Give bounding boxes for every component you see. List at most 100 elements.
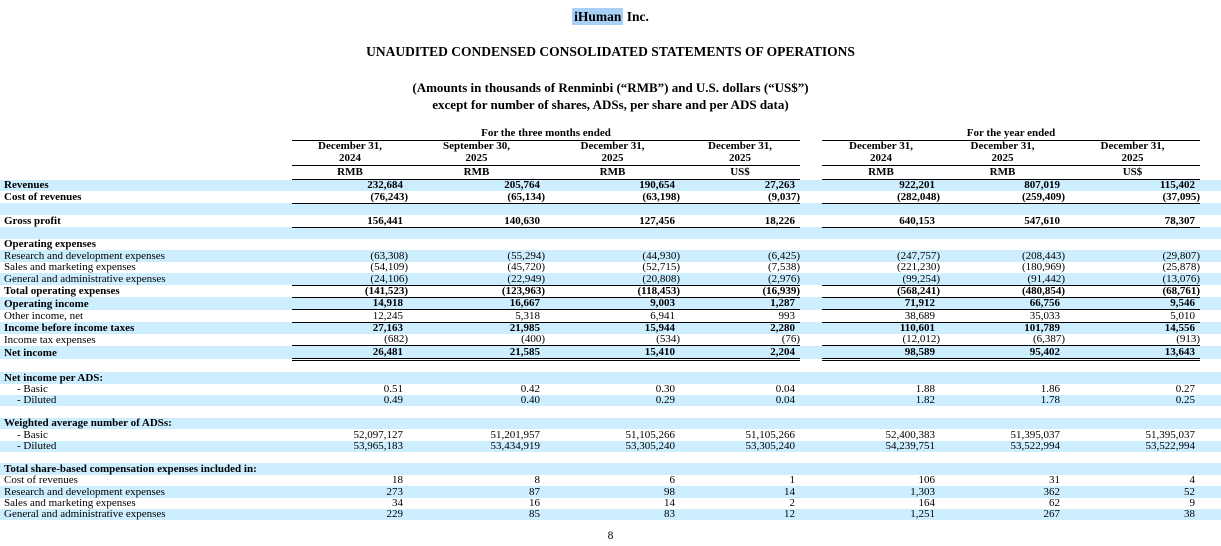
value-cell: (29,807)	[1065, 250, 1201, 262]
table-row: Weighted average number of ADSs:	[0, 417, 1221, 430]
row-label: - Diluted	[0, 395, 292, 407]
value-cell: 0.30	[655, 383, 675, 396]
value-cell: (7,538)	[767, 261, 801, 274]
value-cell	[292, 463, 408, 475]
group-gap-cell	[800, 475, 822, 486]
value-cell	[680, 372, 801, 384]
row-label: Gross profit	[4, 215, 61, 228]
value-cell	[1065, 463, 1201, 475]
value-cell: 12,245	[292, 309, 408, 323]
value-cell: 156,441	[292, 215, 408, 228]
value-cell: (9,037)	[680, 191, 801, 204]
edge-pad-cell	[1200, 334, 1221, 346]
value-cell: 53,305,240	[680, 440, 801, 452]
value-cell: 0.04	[680, 395, 801, 407]
edge-pad-cell	[1200, 508, 1221, 521]
value-cell: 922,201	[822, 179, 941, 192]
value-cell: 9,546	[1065, 297, 1201, 311]
value-cell	[545, 239, 680, 250]
row-label: Sales and marketing expenses	[4, 496, 136, 509]
value-cell: 98,589	[822, 345, 941, 361]
group-gap-cell	[800, 322, 823, 335]
edge-pad-cell	[1200, 440, 1221, 452]
value-cell: 164	[918, 496, 936, 509]
value-cell	[680, 417, 801, 430]
edge-pad-cell	[1200, 475, 1221, 486]
column-currency-header: US$	[680, 165, 801, 180]
group-gap-cell	[800, 486, 823, 498]
statement-subtitle: (Amounts in thousands of Renminbi (“RMB”…	[0, 80, 1221, 113]
row-label: Research and development expenses	[0, 486, 292, 498]
value-cell: 2,280	[680, 322, 801, 335]
value-cell: (24,106)	[292, 273, 408, 286]
edge-pad-cell	[1200, 141, 1221, 166]
edge-pad-cell	[1200, 429, 1221, 440]
value-cell	[545, 372, 680, 384]
value-cell	[292, 372, 408, 384]
group-gap-cell	[800, 508, 823, 521]
value-cell: 62	[1049, 496, 1061, 509]
value-cell: 110,601	[822, 322, 941, 335]
value-cell: 31	[1049, 474, 1061, 487]
group-gap-cell	[800, 126, 822, 141]
value-cell: 35,033	[940, 309, 1066, 323]
edge-pad-cell	[1200, 486, 1221, 498]
row-label: Research and development expenses	[0, 250, 292, 262]
edge-pad-cell	[1200, 250, 1221, 262]
value-cell: 0.51	[383, 383, 403, 396]
statement-title: UNAUDITED CONDENSED CONSOLIDATED STATEME…	[366, 44, 855, 59]
value-cell: 993	[680, 309, 801, 323]
value-cell: (76)	[680, 334, 801, 347]
value-cell: 232,684	[292, 179, 408, 192]
group-header-year: For the year ended	[822, 126, 1201, 141]
edge-pad-cell	[1200, 262, 1221, 273]
table-row: Operating income 14,918 16,667 9,003 1,287 71…	[0, 297, 1221, 311]
value-cell: 53,305,240	[545, 440, 680, 452]
value-cell	[408, 463, 545, 475]
value-cell	[292, 239, 408, 250]
value-cell: 85	[408, 509, 545, 521]
value-cell: 71,912	[822, 297, 941, 311]
value-cell: 53,434,919	[408, 440, 545, 452]
column-date-header-row: December 31, 2024 September 30, 2025 Decembe…	[0, 140, 1221, 166]
value-cell: 78,307	[1065, 215, 1201, 228]
value-cell: (52,715)	[642, 261, 680, 274]
value-cell: (91,442)	[940, 273, 1066, 286]
column-currency-header: US$	[1065, 165, 1201, 180]
group-gap-cell	[800, 463, 823, 475]
group-gap-cell	[800, 179, 823, 192]
value-cell: (6,387)	[940, 334, 1066, 347]
value-cell: (22,949)	[408, 273, 545, 286]
value-cell: 1.88	[915, 383, 936, 396]
value-cell	[1065, 372, 1201, 384]
edge-pad-cell	[1200, 191, 1221, 203]
value-cell: 5,010	[1065, 309, 1201, 323]
group-gap-cell	[800, 215, 822, 227]
value-cell: 51,105,266	[745, 428, 796, 441]
table-row: - Diluted 53,965,183 53,434,919 53,305,240 5…	[0, 440, 1221, 452]
value-cell: (12,012)	[822, 334, 941, 347]
row-label: - Basic	[17, 383, 48, 396]
edge-pad-cell	[1200, 345, 1221, 360]
group-gap-cell	[800, 262, 822, 273]
value-cell: 53,522,994	[940, 440, 1066, 452]
row-label: Income tax expenses	[4, 333, 96, 346]
value-cell	[545, 463, 680, 475]
row-label: Net income per ADS:	[0, 372, 292, 384]
value-cell: 640,153	[822, 215, 941, 228]
group-header-three-months: For the three months ended	[292, 126, 801, 141]
row-label: General and administrative expenses	[0, 273, 292, 286]
column-currency-header: RMB	[940, 165, 1066, 180]
value-cell: (25,878)	[1162, 261, 1201, 274]
value-cell	[940, 239, 1065, 250]
value-cell: 18,226	[680, 215, 801, 228]
value-cell: 127,456	[545, 215, 680, 228]
value-cell	[822, 417, 941, 430]
row-label: Operating income	[0, 297, 292, 310]
row-label: Net income	[0, 345, 292, 360]
value-cell: (99,254)	[822, 273, 941, 286]
row-label: - Diluted	[0, 440, 292, 452]
value-cell: 362	[940, 486, 1066, 498]
corner-cell	[0, 126, 292, 141]
table-row: Total operating expenses (141,523) (123,96…	[0, 285, 1221, 298]
